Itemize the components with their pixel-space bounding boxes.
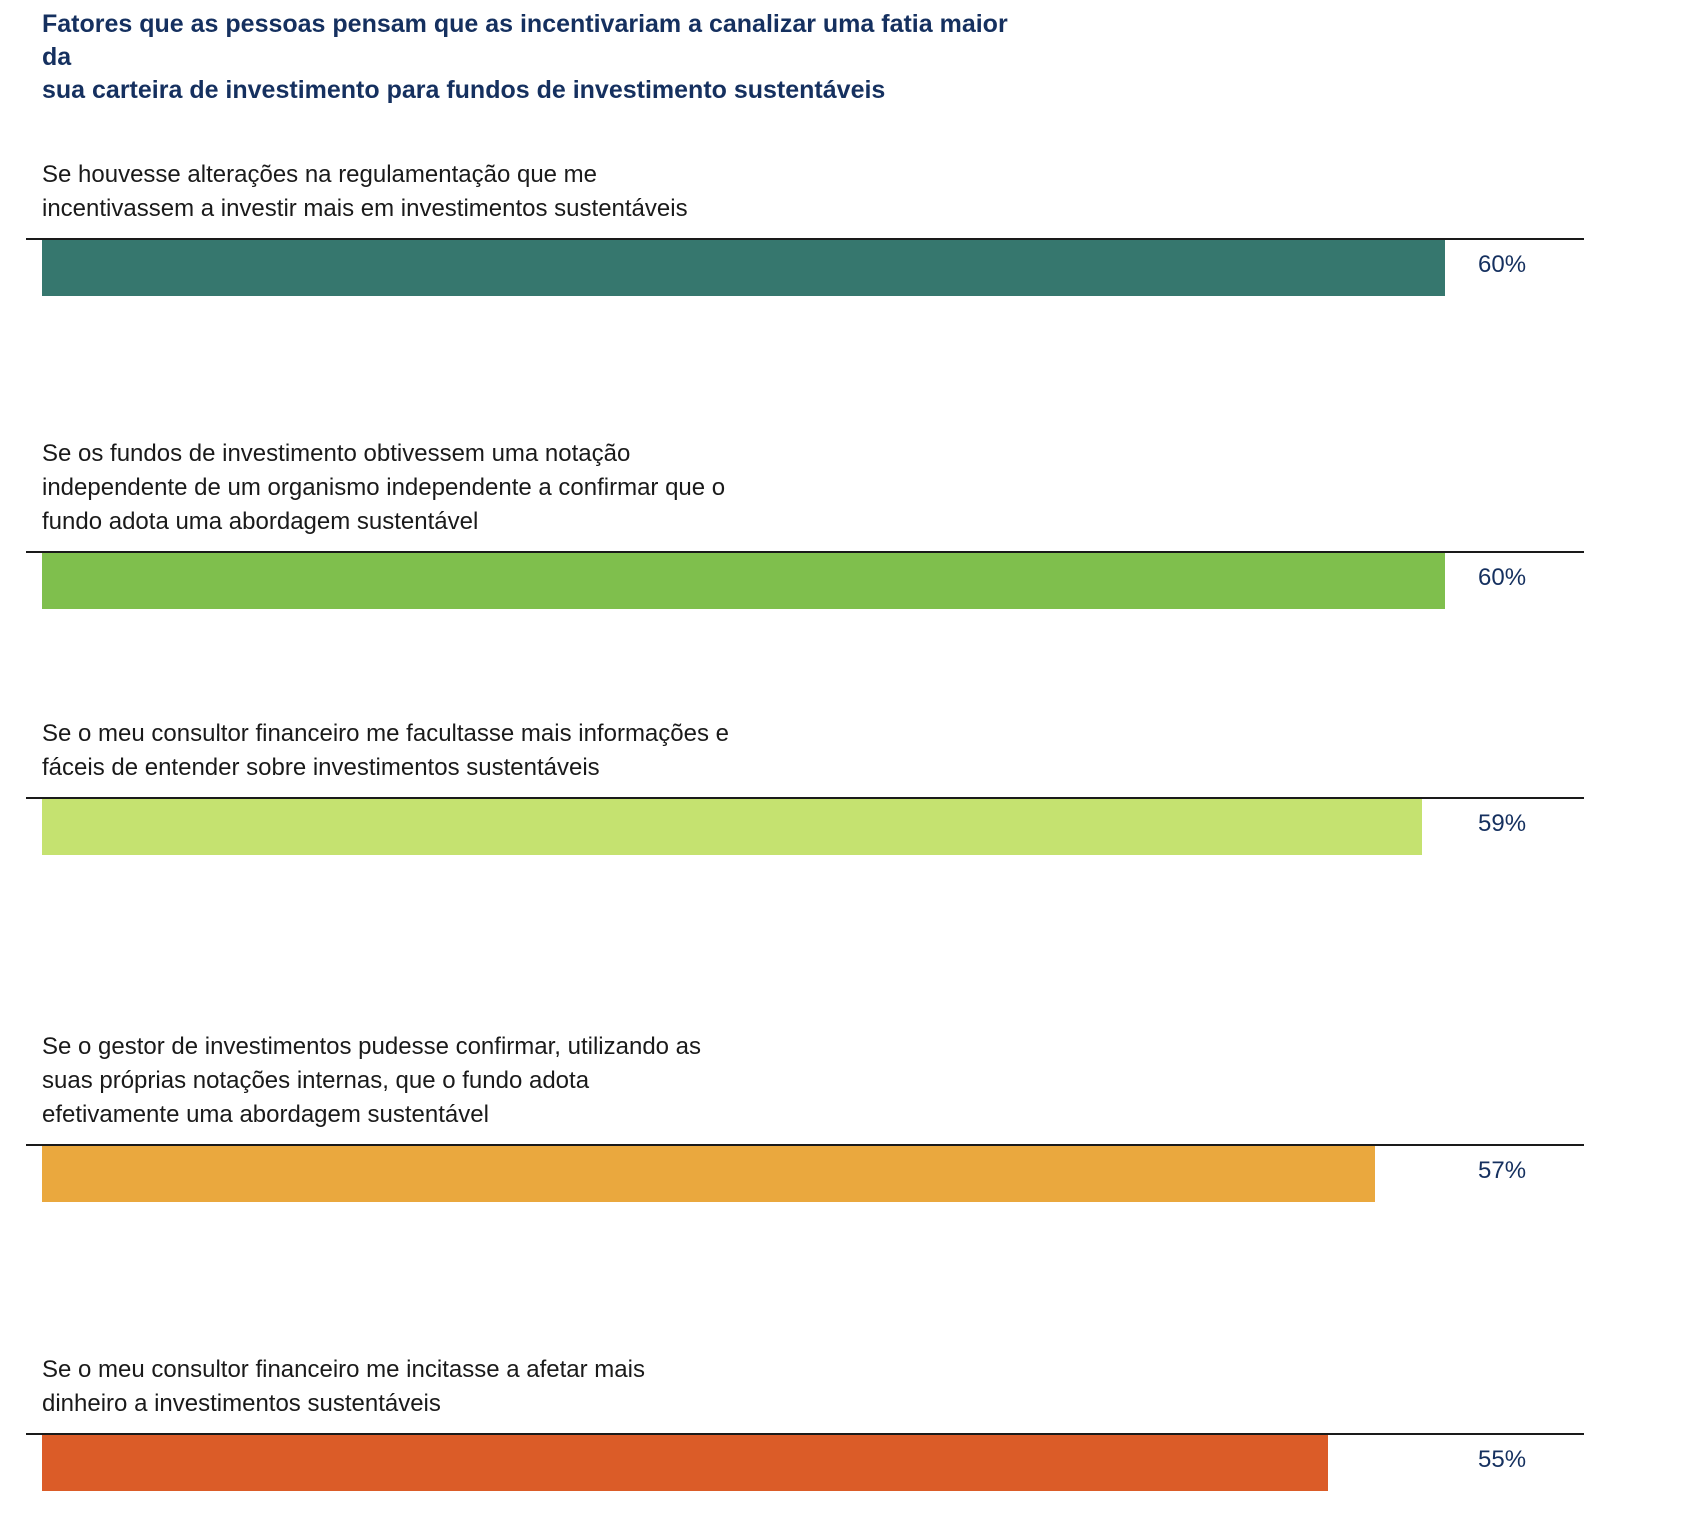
baseline-rule: [26, 551, 1584, 553]
baseline-rule: [26, 1144, 1584, 1146]
category-label: Se o meu consultor financeiro me incitas…: [42, 1356, 645, 1417]
baseline-rule: [26, 238, 1584, 240]
value-label: 59%: [1478, 810, 1527, 837]
bar: [42, 1435, 1328, 1491]
chart-title: Fatores que as pessoas pensam que as inc…: [42, 10, 1008, 104]
value-label: 57%: [1478, 1157, 1527, 1184]
category-label: Se os fundos de investimento obtivessem …: [42, 440, 726, 535]
baseline-rule: [26, 797, 1584, 799]
category-label: Se houvesse alterações na regulamentação…: [42, 161, 688, 222]
bar: [42, 553, 1445, 609]
baseline-rule: [26, 1433, 1584, 1435]
value-label: 55%: [1478, 1446, 1527, 1473]
bar: [42, 240, 1445, 296]
bar: [42, 1146, 1375, 1202]
bar: [42, 799, 1422, 855]
value-label: 60%: [1478, 251, 1527, 278]
value-label: 60%: [1478, 564, 1527, 591]
category-label: Se o meu consultor financeiro me faculta…: [42, 720, 729, 781]
category-label: Se o gestor de investimentos pudesse con…: [42, 1033, 702, 1128]
